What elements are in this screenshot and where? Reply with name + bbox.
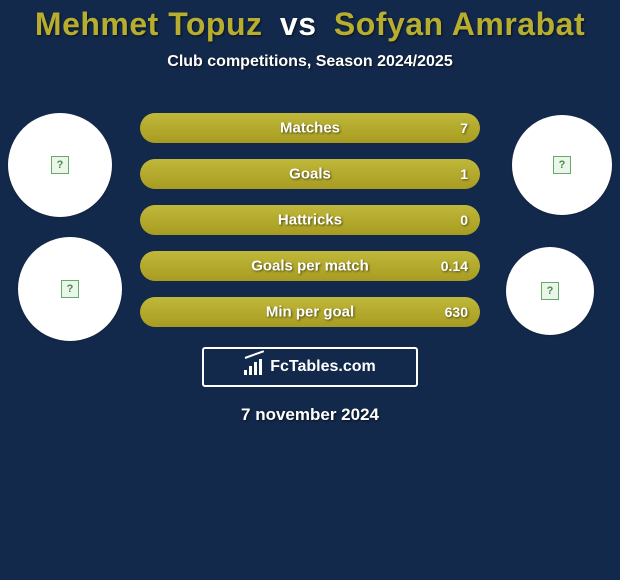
avatar-club-b xyxy=(506,247,594,335)
placeholder-image-icon xyxy=(61,280,79,298)
stat-value-right: 7 xyxy=(460,120,468,136)
stat-bar: Min per goal630 xyxy=(140,297,480,327)
player-a-name: Mehmet Topuz xyxy=(35,6,263,42)
stat-bars: Matches7 Goals1 Hattricks0 Goals per match0… xyxy=(140,113,480,343)
stat-value-right: 0.14 xyxy=(441,258,468,274)
logo-text: FcTables.com xyxy=(270,358,376,376)
stat-bar: Hattricks0 xyxy=(140,205,480,235)
vs-separator: vs xyxy=(280,6,317,42)
placeholder-image-icon xyxy=(51,156,69,174)
placeholder-image-icon xyxy=(541,282,559,300)
placeholder-image-icon xyxy=(553,156,571,174)
stat-value-right: 630 xyxy=(445,304,468,320)
stat-bar: Goals1 xyxy=(140,159,480,189)
page-title: Mehmet Topuz vs Sofyan Amrabat xyxy=(0,0,620,43)
date-text: 7 november 2024 xyxy=(0,405,620,425)
stat-value-right: 1 xyxy=(460,166,468,182)
infographic-root: Mehmet Topuz vs Sofyan Amrabat Club comp… xyxy=(0,0,620,580)
logo-box: FcTables.com xyxy=(202,347,418,387)
bar-chart-icon xyxy=(244,359,264,375)
avatar-club-a xyxy=(18,237,122,341)
avatar-player-a xyxy=(8,113,112,217)
stat-bar: Matches7 xyxy=(140,113,480,143)
player-b-name: Sofyan Amrabat xyxy=(334,6,585,42)
stat-value-right: 0 xyxy=(460,212,468,228)
stat-bar: Goals per match0.14 xyxy=(140,251,480,281)
comparison-area: Matches7 Goals1 Hattricks0 Goals per match0… xyxy=(0,101,620,341)
avatar-player-b xyxy=(512,115,612,215)
subtitle: Club competitions, Season 2024/2025 xyxy=(0,53,620,71)
